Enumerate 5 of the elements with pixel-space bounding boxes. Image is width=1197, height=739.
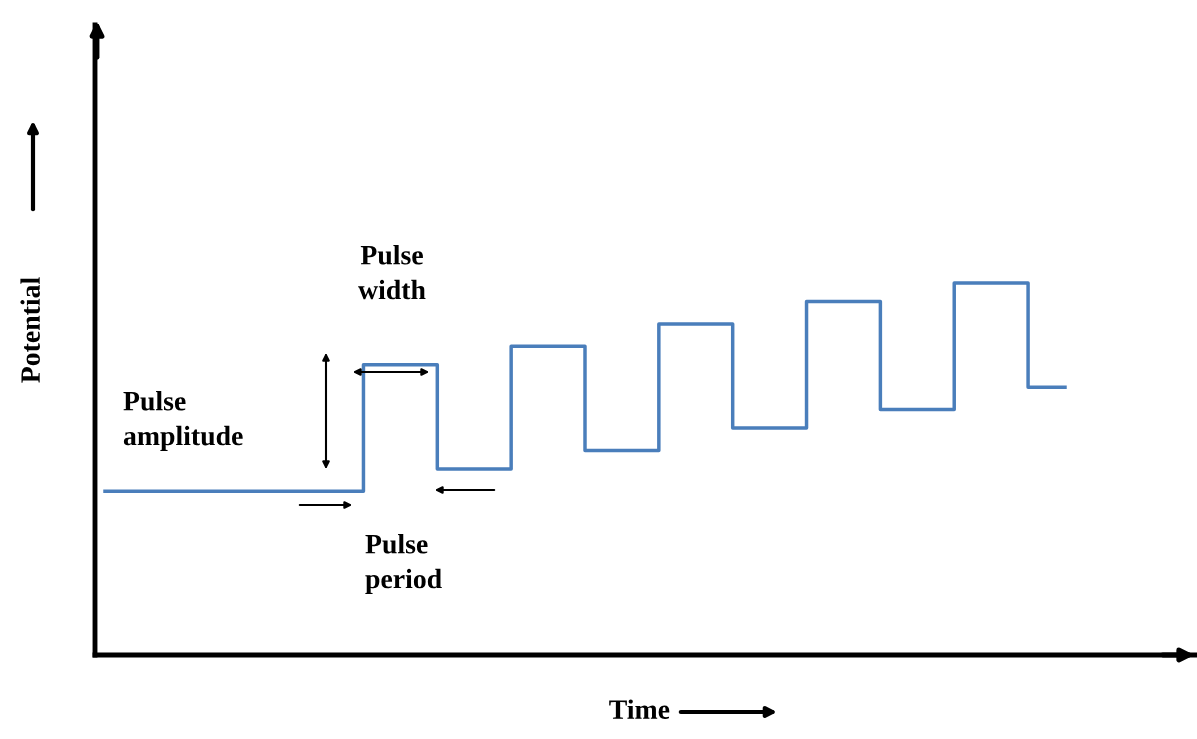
x-axis-title: Time [609,699,670,719]
annotation: Pulse period [365,533,442,595]
annotation: Pulse amplitude [123,390,243,452]
annotation: Pulse width [358,244,426,300]
y-axis-title: Potential [20,277,40,383]
